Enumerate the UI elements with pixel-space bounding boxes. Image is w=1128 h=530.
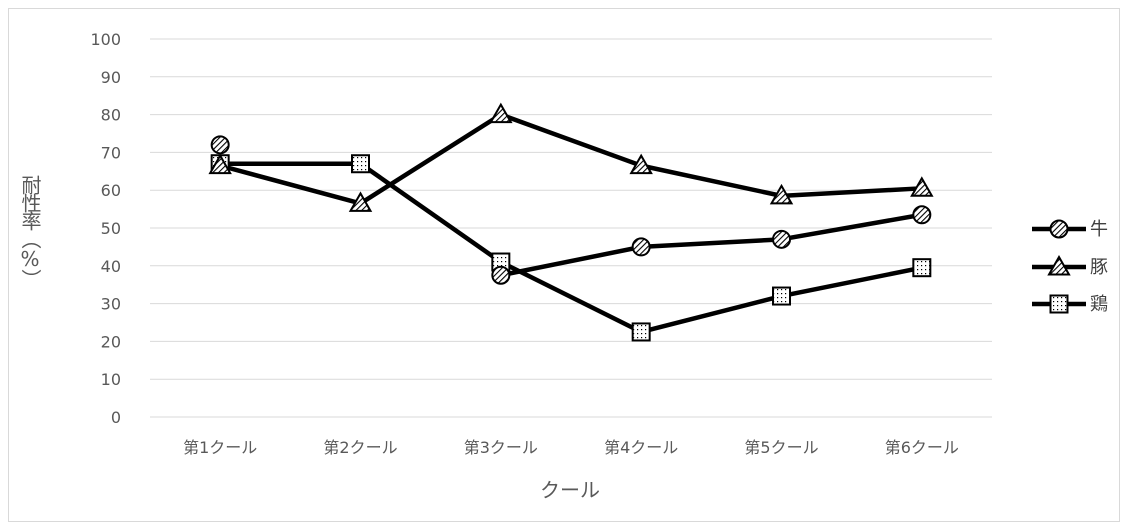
x-tick-label: 第3クール xyxy=(464,438,538,457)
x-tick-label: 第4クール xyxy=(604,438,678,457)
y-tick-label: 40 xyxy=(101,257,121,276)
x-axis-title: クール xyxy=(540,478,600,502)
chart-frame xyxy=(8,8,1120,522)
data-point xyxy=(912,258,932,278)
data-point xyxy=(912,205,932,225)
data-point xyxy=(489,102,513,124)
legend-label: 豚 xyxy=(1090,257,1108,278)
y-tick-label: 60 xyxy=(101,181,121,200)
y-tick-label: 10 xyxy=(101,370,121,389)
series-line xyxy=(220,161,923,335)
y-tick-labels: 0 10 20 30 40 50 60 70 80 90 100 xyxy=(90,30,121,427)
series-line xyxy=(219,112,922,206)
x-tick-label: 第6クール xyxy=(885,438,959,457)
y-tick-label: 0 xyxy=(111,408,121,427)
data-point xyxy=(772,229,791,249)
legend-label: 牛 xyxy=(1090,219,1108,240)
data-point xyxy=(351,154,370,174)
data-point xyxy=(208,153,232,175)
x-tick-label: 第1クール xyxy=(183,438,257,457)
data-point xyxy=(769,183,794,205)
y-tick-label: 70 xyxy=(101,143,121,162)
data-point xyxy=(631,237,651,257)
y-tick-label: 80 xyxy=(101,106,121,125)
legend: 牛豚鶏 xyxy=(1032,219,1108,315)
y-tick-label: 90 xyxy=(101,68,121,87)
x-tick-label: 第2クール xyxy=(323,438,397,457)
y-tick-label: 30 xyxy=(101,295,121,314)
series-markers xyxy=(208,102,934,342)
data-point xyxy=(631,322,651,342)
data-point xyxy=(772,286,791,306)
legend-label: 鶏 xyxy=(1090,294,1108,315)
y-axis-title: 耐性率（%） xyxy=(18,175,42,287)
legend-marker xyxy=(1047,254,1071,276)
data-point xyxy=(210,135,230,155)
legend-marker xyxy=(1049,219,1069,239)
x-tick-label: 第5クール xyxy=(744,438,818,457)
gridlines xyxy=(150,38,992,418)
series-lines xyxy=(219,112,923,335)
y-tick-label: 20 xyxy=(101,332,121,351)
data-point xyxy=(491,265,511,285)
legend-item: 豚 xyxy=(1032,254,1108,278)
y-tick-label: 50 xyxy=(101,219,121,238)
legend-item: 鶏 xyxy=(1032,294,1108,315)
legend-marker xyxy=(1049,294,1069,314)
series-line xyxy=(500,212,923,278)
data-point xyxy=(910,176,934,197)
data-point xyxy=(348,191,373,212)
data-point xyxy=(629,153,653,175)
x-tick-labels: 第1クール 第2クール 第3クール 第4クール 第5クール 第6クール xyxy=(183,438,959,457)
y-tick-label: 100 xyxy=(90,30,121,49)
legend-item: 牛 xyxy=(1032,219,1108,240)
